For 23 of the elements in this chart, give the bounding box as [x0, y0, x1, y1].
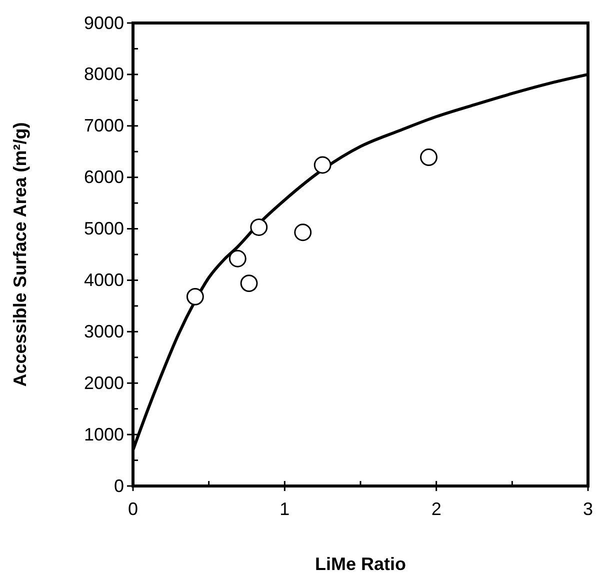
y-tick-label: 0 — [114, 476, 124, 496]
y-axis-title: Accessible Surface Area (m²/g) — [10, 122, 30, 387]
y-tick-label: 4000 — [84, 270, 124, 290]
point — [294, 224, 312, 242]
x-tick-label: 3 — [582, 498, 594, 519]
y-tick-label: 7000 — [84, 116, 124, 136]
y-tick-label: 1000 — [84, 424, 124, 444]
y-tick-label: 3000 — [84, 321, 124, 342]
point — [240, 274, 258, 292]
point — [186, 288, 204, 306]
y-tick-label: 6000 — [84, 167, 124, 188]
point — [314, 156, 332, 174]
x-tick-label: 2 — [431, 498, 442, 519]
point — [420, 148, 438, 166]
point — [250, 218, 268, 236]
point — [228, 250, 246, 268]
x-axis-title: LiMe Ratio — [314, 554, 406, 574]
x-tick-label: 0 — [128, 498, 138, 519]
y-tick-label: 5000 — [84, 218, 124, 239]
x-tick-label: 1 — [280, 498, 290, 519]
y-tick-label: 2000 — [84, 372, 124, 393]
y-tick-label: 8000 — [84, 64, 124, 84]
y-tick-label: 9000 — [84, 12, 124, 33]
